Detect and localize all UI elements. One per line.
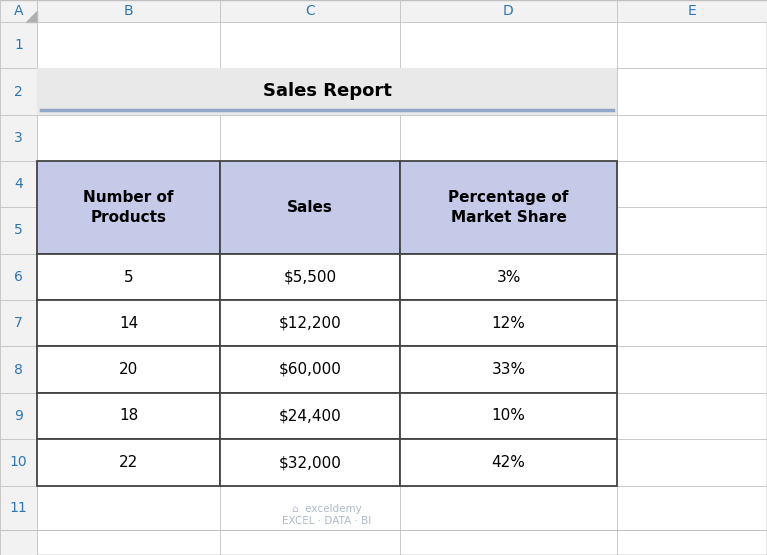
- Text: 42%: 42%: [492, 455, 525, 470]
- Text: 22: 22: [119, 455, 138, 470]
- Text: 8: 8: [14, 362, 23, 376]
- Bar: [400, 254, 617, 300]
- Text: ⌂  exceldemy
EXCEL · DATA · BI: ⌂ exceldemy EXCEL · DATA · BI: [282, 504, 372, 526]
- Bar: [37, 393, 220, 439]
- Text: C: C: [305, 4, 315, 18]
- Bar: [220, 393, 400, 439]
- Text: 7: 7: [14, 316, 23, 330]
- Bar: [400, 346, 617, 393]
- Text: Number of
Products: Number of Products: [84, 190, 174, 225]
- Text: $24,400: $24,400: [278, 408, 341, 423]
- Text: 5: 5: [123, 270, 133, 285]
- Text: A: A: [14, 4, 23, 18]
- Bar: [0, 0, 767, 22]
- Text: Sales Report: Sales Report: [262, 83, 391, 100]
- Text: $5,500: $5,500: [284, 270, 337, 285]
- Bar: [220, 161, 400, 254]
- Bar: [400, 393, 617, 439]
- Text: D: D: [503, 4, 514, 18]
- Text: 33%: 33%: [492, 362, 525, 377]
- Bar: [220, 346, 400, 393]
- Text: 10%: 10%: [492, 408, 525, 423]
- Text: 11: 11: [10, 501, 28, 515]
- Bar: [220, 300, 400, 346]
- Text: 14: 14: [119, 315, 138, 330]
- Text: 10: 10: [10, 456, 28, 470]
- Bar: [37, 161, 220, 254]
- Text: $60,000: $60,000: [278, 362, 341, 377]
- Text: 4: 4: [14, 177, 23, 191]
- Text: 12%: 12%: [492, 315, 525, 330]
- Text: $12,200: $12,200: [278, 315, 341, 330]
- Bar: [220, 254, 400, 300]
- Text: 3%: 3%: [496, 270, 521, 285]
- Bar: [0, 0, 37, 555]
- Text: 3: 3: [14, 131, 23, 145]
- Text: 1: 1: [14, 38, 23, 52]
- Bar: [37, 300, 220, 346]
- Bar: [37, 439, 220, 486]
- Bar: [220, 439, 400, 486]
- Text: 6: 6: [14, 270, 23, 284]
- Text: 9: 9: [14, 409, 23, 423]
- Polygon shape: [26, 11, 37, 22]
- Text: 20: 20: [119, 362, 138, 377]
- Text: E: E: [688, 4, 696, 18]
- Bar: [37, 346, 220, 393]
- Text: 5: 5: [14, 224, 23, 238]
- Bar: [400, 439, 617, 486]
- Bar: [400, 300, 617, 346]
- Bar: [37, 68, 617, 115]
- Text: 2: 2: [14, 84, 23, 98]
- Text: Sales: Sales: [287, 200, 333, 215]
- Bar: [37, 254, 220, 300]
- Text: Percentage of
Market Share: Percentage of Market Share: [449, 190, 568, 225]
- Text: $32,000: $32,000: [278, 455, 341, 470]
- Text: B: B: [123, 4, 133, 18]
- Text: 18: 18: [119, 408, 138, 423]
- Bar: [400, 161, 617, 254]
